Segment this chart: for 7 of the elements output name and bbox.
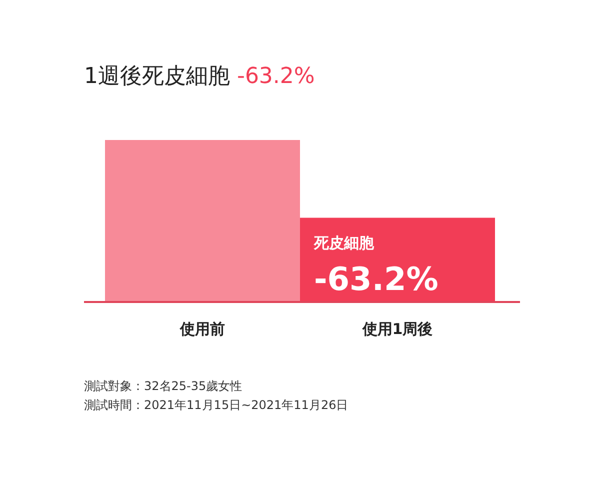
chart-title: 1週後死皮細胞 -63.2%	[84, 64, 315, 89]
text: 測試時間：2021年11月15日~2021年11月26日	[84, 398, 348, 412]
annotation: 死皮細胞	[313, 234, 375, 252]
x-tick-label: 使用1周後	[361, 320, 433, 338]
annotation: -63.2%	[314, 260, 438, 298]
x-tick-label: 使用前	[179, 320, 225, 338]
text: 測試對象：32名25-35歲女性	[84, 379, 242, 393]
